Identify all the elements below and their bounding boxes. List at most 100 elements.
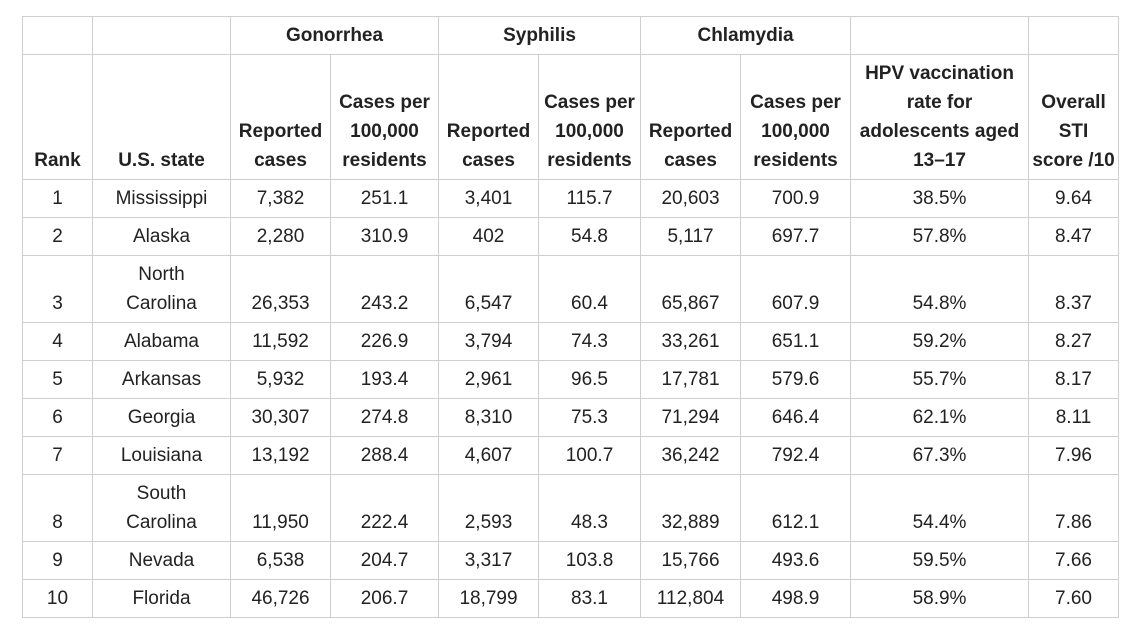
table-row: 7 Louisiana 13,192 288.4 4,607 100.7 36,242 792… bbox=[22, 436, 1120, 475]
column-header: Cases per 100,000 residents bbox=[537, 54, 642, 180]
cell: South Carolina bbox=[92, 474, 231, 542]
cell: 243.2 bbox=[330, 255, 439, 323]
cell: Mississippi bbox=[92, 179, 231, 218]
cell: 8 bbox=[22, 474, 93, 542]
empty-cell bbox=[850, 16, 1030, 55]
cell: 59.2% bbox=[850, 322, 1030, 361]
cell: 30,307 bbox=[230, 398, 331, 437]
cell: 206.7 bbox=[330, 579, 439, 618]
cell: 26,353 bbox=[230, 255, 331, 323]
cell: 15,766 bbox=[640, 541, 742, 580]
cell: 2 bbox=[22, 217, 93, 256]
cell: 1 bbox=[22, 179, 93, 218]
column-header: Cases per 100,000 residents bbox=[330, 54, 439, 180]
cell: 8.17 bbox=[1028, 360, 1120, 399]
cell: 67.3% bbox=[850, 436, 1030, 475]
cell: 71,294 bbox=[640, 398, 742, 437]
cell: 288.4 bbox=[330, 436, 439, 475]
cell: 54.8 bbox=[537, 217, 642, 256]
cell: 646.4 bbox=[740, 398, 852, 437]
column-header: Rank bbox=[22, 54, 93, 180]
cell: 8,310 bbox=[438, 398, 539, 437]
cell: 579.6 bbox=[740, 360, 852, 399]
column-header: Overall STI score /10 bbox=[1028, 54, 1120, 180]
cell: 54.8% bbox=[850, 255, 1030, 323]
table-row: 9 Nevada 6,538 204.7 3,317 103.8 15,766 493.6 59… bbox=[22, 541, 1120, 580]
empty-cell bbox=[1028, 16, 1120, 55]
cell: Arkansas bbox=[92, 360, 231, 399]
cell: Alabama bbox=[92, 322, 231, 361]
cell: 65,867 bbox=[640, 255, 742, 323]
cell: 222.4 bbox=[330, 474, 439, 542]
cell: Nevada bbox=[92, 541, 231, 580]
cell: 103.8 bbox=[537, 541, 642, 580]
cell: 8.27 bbox=[1028, 322, 1120, 361]
table-row: 2 Alaska 2,280 310.9 402 54.8 5,117 697.7 57.8% 8… bbox=[22, 217, 1120, 256]
cell: 7.96 bbox=[1028, 436, 1120, 475]
cell: 36,242 bbox=[640, 436, 742, 475]
column-header: HPV vaccination rate for adolescents age… bbox=[850, 54, 1030, 180]
cell: 498.9 bbox=[740, 579, 852, 618]
table-row: 3 North Carolina 26,353 243.2 6,547 60.4 65,86… bbox=[22, 255, 1120, 323]
cell: 3 bbox=[22, 255, 93, 323]
table-row: 4 Alabama 11,592 226.9 3,794 74.3 33,261 651.1 5… bbox=[22, 322, 1120, 361]
cell: 20,603 bbox=[640, 179, 742, 218]
cell: 58.9% bbox=[850, 579, 1030, 618]
cell: 2,280 bbox=[230, 217, 331, 256]
cell: 32,889 bbox=[640, 474, 742, 542]
cell: 9 bbox=[22, 541, 93, 580]
table-header: Gonorrhea Syphilis Chlamydia Rank U.S. st… bbox=[22, 16, 1120, 180]
cell: 193.4 bbox=[330, 360, 439, 399]
cell: 8.47 bbox=[1028, 217, 1120, 256]
cell: 493.6 bbox=[740, 541, 852, 580]
table-row: 10 Florida 46,726 206.7 18,799 83.1 112,804 498… bbox=[22, 579, 1120, 618]
cell: 5,932 bbox=[230, 360, 331, 399]
cell: 607.9 bbox=[740, 255, 852, 323]
cell: 74.3 bbox=[537, 322, 642, 361]
cell: 55.7% bbox=[850, 360, 1030, 399]
cell: 8.37 bbox=[1028, 255, 1120, 323]
table-body: 1 Mississippi 7,382 251.1 3,401 115.7 20,603 70… bbox=[22, 179, 1120, 618]
cell: 7,382 bbox=[230, 179, 331, 218]
cell: 4 bbox=[22, 322, 93, 361]
cell: 38.5% bbox=[850, 179, 1030, 218]
table-row: 5 Arkansas 5,932 193.4 2,961 96.5 17,781 579.6 5… bbox=[22, 360, 1120, 399]
cell: 54.4% bbox=[850, 474, 1030, 542]
cell: 5 bbox=[22, 360, 93, 399]
cell: 612.1 bbox=[740, 474, 852, 542]
column-header: Reported cases bbox=[640, 54, 742, 180]
cell: 226.9 bbox=[330, 322, 439, 361]
cell: Georgia bbox=[92, 398, 231, 437]
column-header: Reported cases bbox=[438, 54, 539, 180]
cell: 651.1 bbox=[740, 322, 852, 361]
column-header: Cases per 100,000 residents bbox=[740, 54, 852, 180]
cell: 57.8% bbox=[850, 217, 1030, 256]
cell: 62.1% bbox=[850, 398, 1030, 437]
cell: 46,726 bbox=[230, 579, 331, 618]
table-row: 6 Georgia 30,307 274.8 8,310 75.3 71,294 646.4 6… bbox=[22, 398, 1120, 437]
cell: 48.3 bbox=[537, 474, 642, 542]
cell: 274.8 bbox=[330, 398, 439, 437]
cell: 100.7 bbox=[537, 436, 642, 475]
cell: 7 bbox=[22, 436, 93, 475]
cell: 3,401 bbox=[438, 179, 539, 218]
cell: 115.7 bbox=[537, 179, 642, 218]
table-row: 8 South Carolina 11,950 222.4 2,593 48.3 32,88… bbox=[22, 474, 1120, 542]
cell: North Carolina bbox=[92, 255, 231, 323]
cell: 310.9 bbox=[330, 217, 439, 256]
cell: 8.11 bbox=[1028, 398, 1120, 437]
cell: 3,794 bbox=[438, 322, 539, 361]
cell: 18,799 bbox=[438, 579, 539, 618]
cell: 2,593 bbox=[438, 474, 539, 542]
cell: 112,804 bbox=[640, 579, 742, 618]
cell: 59.5% bbox=[850, 541, 1030, 580]
group-header: Chlamydia bbox=[640, 16, 852, 55]
cell: Louisiana bbox=[92, 436, 231, 475]
cell: 7.60 bbox=[1028, 579, 1120, 618]
cell: Alaska bbox=[92, 217, 231, 256]
cell: 11,592 bbox=[230, 322, 331, 361]
empty-cell bbox=[92, 16, 231, 55]
cell: 3,317 bbox=[438, 541, 539, 580]
